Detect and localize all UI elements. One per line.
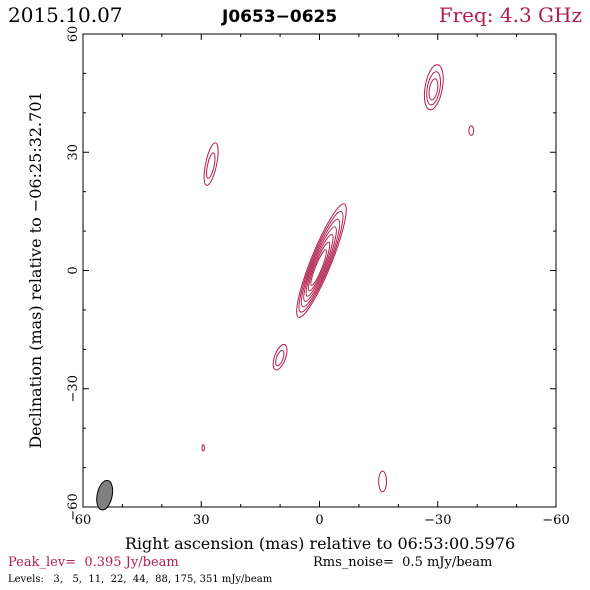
x-tick-label: 0 <box>315 513 323 528</box>
contour-line <box>201 444 205 452</box>
contour-line <box>378 470 388 493</box>
y-tick-label: 60 <box>66 26 81 43</box>
axis-ticks <box>82 33 557 508</box>
x-tick-label: 30 <box>193 513 210 528</box>
contour-levels: Levels: 3, 5, 11, 22, 44, 88, 175, 351 m… <box>8 574 273 585</box>
contour-line <box>305 233 334 297</box>
contour-knot-nw <box>203 142 219 186</box>
contour-line <box>303 226 337 302</box>
rms-noise: Rms_noise= 0.5 mJy/beam <box>313 555 492 570</box>
y-axis-label: Declination (mas) relative to −06:25:32.… <box>26 91 45 448</box>
contour-line <box>206 152 216 179</box>
contour-blob-ne-small <box>468 125 475 136</box>
x-tick-label: −60 <box>542 513 569 528</box>
peak-level: Peak_lev= 0.395 Jy/beam <box>8 555 179 570</box>
source-name: J0653−0625 <box>221 7 337 27</box>
beam-ellipse <box>96 479 114 511</box>
contour-line <box>310 249 327 286</box>
contour-core <box>296 203 347 318</box>
contour-knot-ne <box>423 64 444 111</box>
contour-line <box>300 218 341 308</box>
beam-shape <box>96 479 114 511</box>
x-tick-label: 60 <box>75 513 92 528</box>
frequency-label: Freq: 4.3 GHz <box>439 3 582 27</box>
contour-blob-s <box>378 470 388 493</box>
contour-line <box>296 203 347 318</box>
contour-line <box>426 71 442 106</box>
plot-frame <box>82 33 557 508</box>
contour-plot <box>201 64 475 493</box>
axis-tick-labels: 60 30 0 −30 −60 −60 −30 0 30 60 <box>66 26 570 528</box>
contour-line <box>307 241 331 292</box>
y-tick-label: 0 <box>66 266 81 274</box>
y-tick-label: −60 <box>66 493 81 520</box>
contour-line <box>468 125 475 136</box>
contour-line <box>203 142 219 186</box>
y-tick-label: 30 <box>66 144 81 161</box>
contour-line <box>423 64 444 111</box>
contour-line <box>428 78 439 101</box>
contour-line <box>272 343 288 371</box>
contour-line <box>298 211 344 313</box>
contour-blob-w-small <box>201 444 205 452</box>
contour-line <box>275 349 285 367</box>
observation-date: 2015.10.07 <box>8 3 123 27</box>
contour-knot-sw <box>272 343 288 371</box>
y-tick-label: −30 <box>66 375 81 402</box>
x-axis-label: Right ascension (mas) relative to 06:53:… <box>125 534 515 553</box>
x-tick-label: −30 <box>424 513 451 528</box>
